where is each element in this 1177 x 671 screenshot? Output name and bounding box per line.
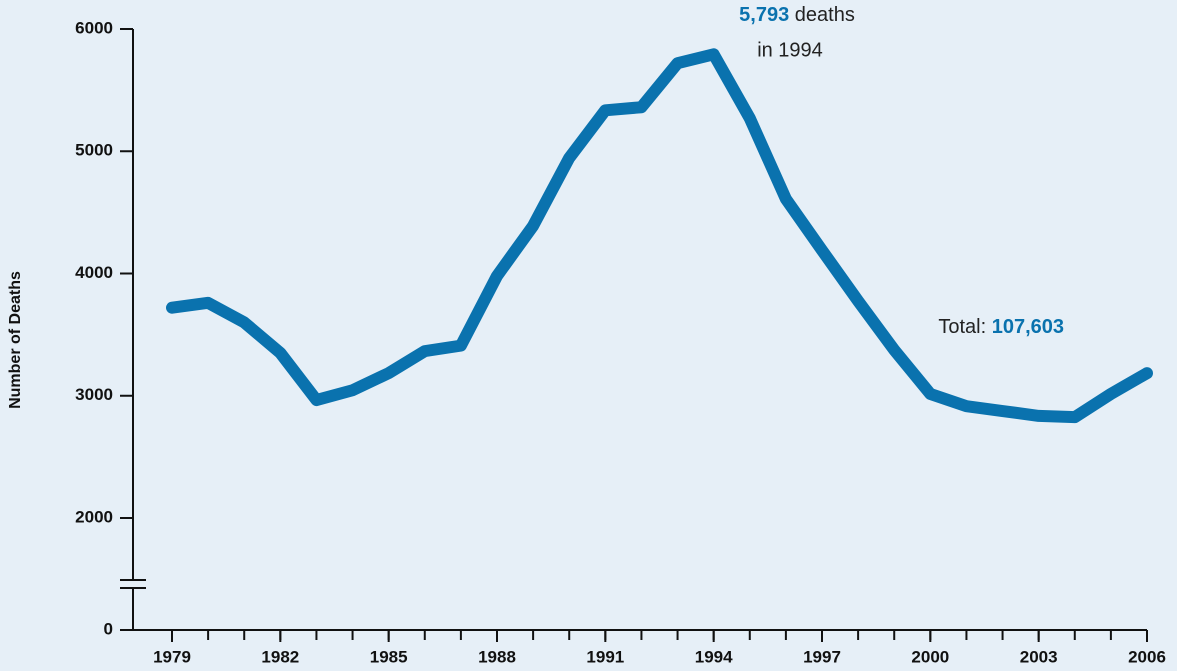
- data-line: [166, 48, 1153, 424]
- annotation: Total: 107,603: [938, 316, 1064, 338]
- x-tick-label: 1988: [478, 647, 516, 666]
- annotation-text: deaths: [789, 4, 855, 26]
- y-tick-label: 3000: [75, 385, 113, 404]
- y-tick-label: 5000: [75, 141, 113, 160]
- x-tick-label: 2003: [1020, 647, 1058, 666]
- y-tick-label: 6000: [75, 18, 113, 37]
- x-tick-label: 1991: [586, 647, 624, 666]
- y-tick-label: 0: [104, 619, 113, 638]
- annotation: in 1994: [757, 39, 823, 61]
- y-tick-label: 2000: [75, 507, 113, 526]
- y-tick-label: 4000: [75, 263, 113, 282]
- y-axis-label: Number of Deaths: [7, 271, 24, 409]
- x-tick-label: 1985: [370, 647, 408, 666]
- annotation-text: Total:: [938, 316, 991, 338]
- annotation: 5,793 deaths: [739, 4, 855, 26]
- annotation-value: 107,603: [992, 316, 1064, 338]
- axis-break-gap: [130, 580, 136, 588]
- x-tick-label: 1982: [261, 647, 299, 666]
- x-tick-label: 1994: [695, 647, 733, 666]
- x-tick-label: 2000: [911, 647, 949, 666]
- x-tick-label: 2006: [1128, 647, 1166, 666]
- x-tick-label: 1997: [803, 647, 841, 666]
- x-tick-label: 1979: [153, 647, 191, 666]
- annotation-value: 5,793: [739, 4, 789, 26]
